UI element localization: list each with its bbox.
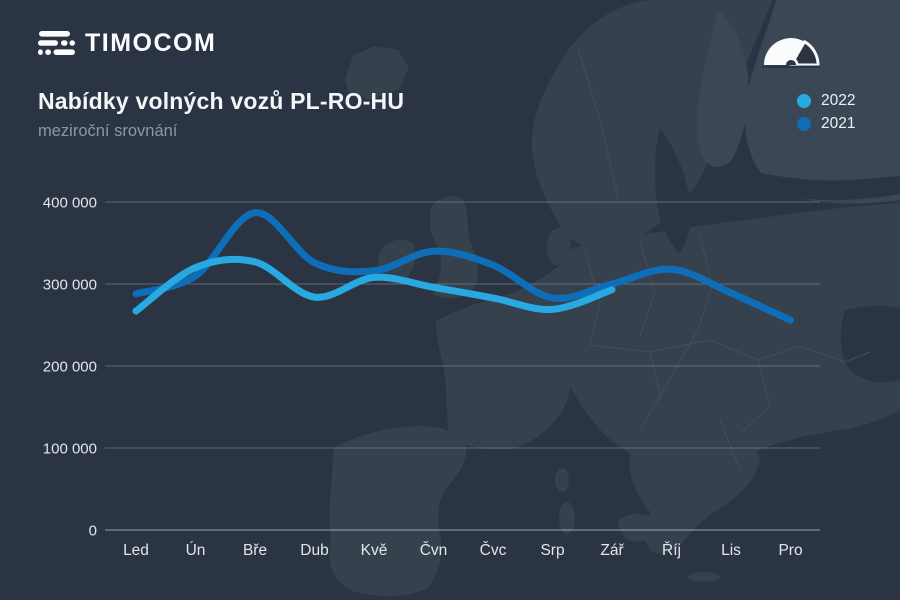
brand-name: TIMOCOM <box>85 29 217 57</box>
speedometer-gauge-icon <box>762 38 820 68</box>
x-axis-label: Čvc <box>480 542 507 559</box>
series-line-2022 <box>132 255 616 315</box>
legend-label-2021: 2021 <box>821 115 856 132</box>
x-axis-label: Čvn <box>420 542 448 559</box>
legend-dot-2021 <box>797 117 811 131</box>
legend-item-2022: 2022 <box>797 92 855 110</box>
brand-logo: TIMOCOM <box>38 31 216 56</box>
y-axis-label: 200 000 <box>43 359 97 376</box>
map-uk <box>430 196 478 299</box>
x-axis-label: Říj <box>662 542 681 559</box>
map-finland <box>697 10 749 167</box>
y-axis-label: 300 000 <box>43 277 97 294</box>
x-axis-label: Dub <box>300 542 328 559</box>
x-axis-label: Ún <box>186 542 206 559</box>
series-line-2021 <box>132 209 794 324</box>
map-gulf-finland <box>755 172 900 201</box>
legend-dot-2022 <box>797 94 811 108</box>
map-sicily <box>618 514 658 542</box>
x-axis-label: Zář <box>600 542 624 559</box>
map-italy <box>556 350 710 487</box>
legend-item-2021: 2021 <box>797 115 855 133</box>
page-subtitle: meziroční srovnání <box>38 122 178 140</box>
map-black-sea <box>840 305 900 383</box>
map-gulf-bothnia <box>655 128 692 253</box>
map-iberia <box>329 425 467 597</box>
y-axis-label: 100 000 <box>43 441 97 458</box>
x-axis-label: Kvě <box>361 542 388 559</box>
chart-legend: 2022 2021 <box>797 92 855 133</box>
x-axis-label: Lis <box>721 542 741 559</box>
y-axis-label: 0 <box>89 523 97 540</box>
x-axis-label: Srp <box>540 542 564 559</box>
x-axis-label: Led <box>123 542 149 559</box>
road-lines-icon <box>38 31 75 55</box>
legend-label-2022: 2022 <box>821 92 856 109</box>
page-title: Nabídky volných vozů PL-RO-HU <box>38 88 405 114</box>
x-axis-label: Bře <box>243 542 267 559</box>
x-axis-label: Pro <box>778 542 802 559</box>
y-axis-label: 400 000 <box>43 195 97 212</box>
map-iceland <box>345 46 409 100</box>
